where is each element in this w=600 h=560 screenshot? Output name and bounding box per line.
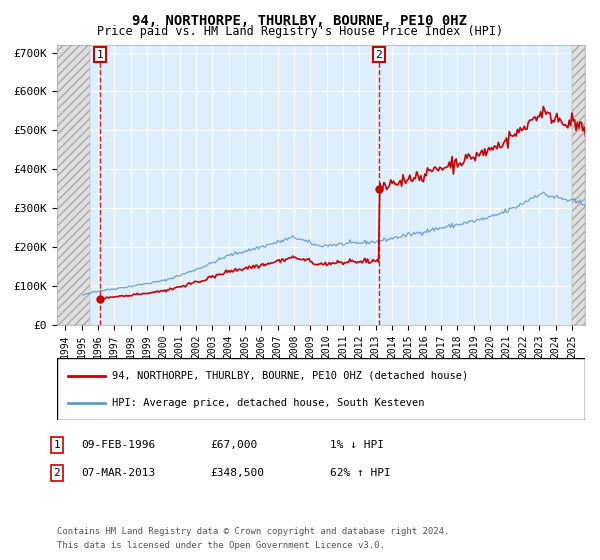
Text: 94, NORTHORPE, THURLBY, BOURNE, PE10 0HZ: 94, NORTHORPE, THURLBY, BOURNE, PE10 0HZ (133, 14, 467, 28)
Text: 07-MAR-2013: 07-MAR-2013 (81, 468, 155, 478)
Text: 2: 2 (376, 50, 382, 59)
Text: Contains HM Land Registry data © Crown copyright and database right 2024.: Contains HM Land Registry data © Crown c… (57, 528, 449, 536)
Bar (57, 45, 89, 325)
Text: This data is licensed under the Open Government Licence v3.0.: This data is licensed under the Open Gov… (57, 542, 385, 550)
FancyBboxPatch shape (57, 358, 585, 420)
Text: 1: 1 (53, 440, 61, 450)
Text: Price paid vs. HM Land Registry's House Price Index (HPI): Price paid vs. HM Land Registry's House … (97, 25, 503, 38)
Text: 1: 1 (96, 50, 103, 59)
Text: 1% ↓ HPI: 1% ↓ HPI (330, 440, 384, 450)
Text: £67,000: £67,000 (210, 440, 257, 450)
Bar (572, 45, 585, 325)
Text: £348,500: £348,500 (210, 468, 264, 478)
Text: 09-FEB-1996: 09-FEB-1996 (81, 440, 155, 450)
Text: HPI: Average price, detached house, South Kesteven: HPI: Average price, detached house, Sout… (112, 398, 425, 408)
Text: 62% ↑ HPI: 62% ↑ HPI (330, 468, 391, 478)
Text: 2: 2 (53, 468, 61, 478)
Text: 94, NORTHORPE, THURLBY, BOURNE, PE10 0HZ (detached house): 94, NORTHORPE, THURLBY, BOURNE, PE10 0HZ… (112, 371, 469, 381)
